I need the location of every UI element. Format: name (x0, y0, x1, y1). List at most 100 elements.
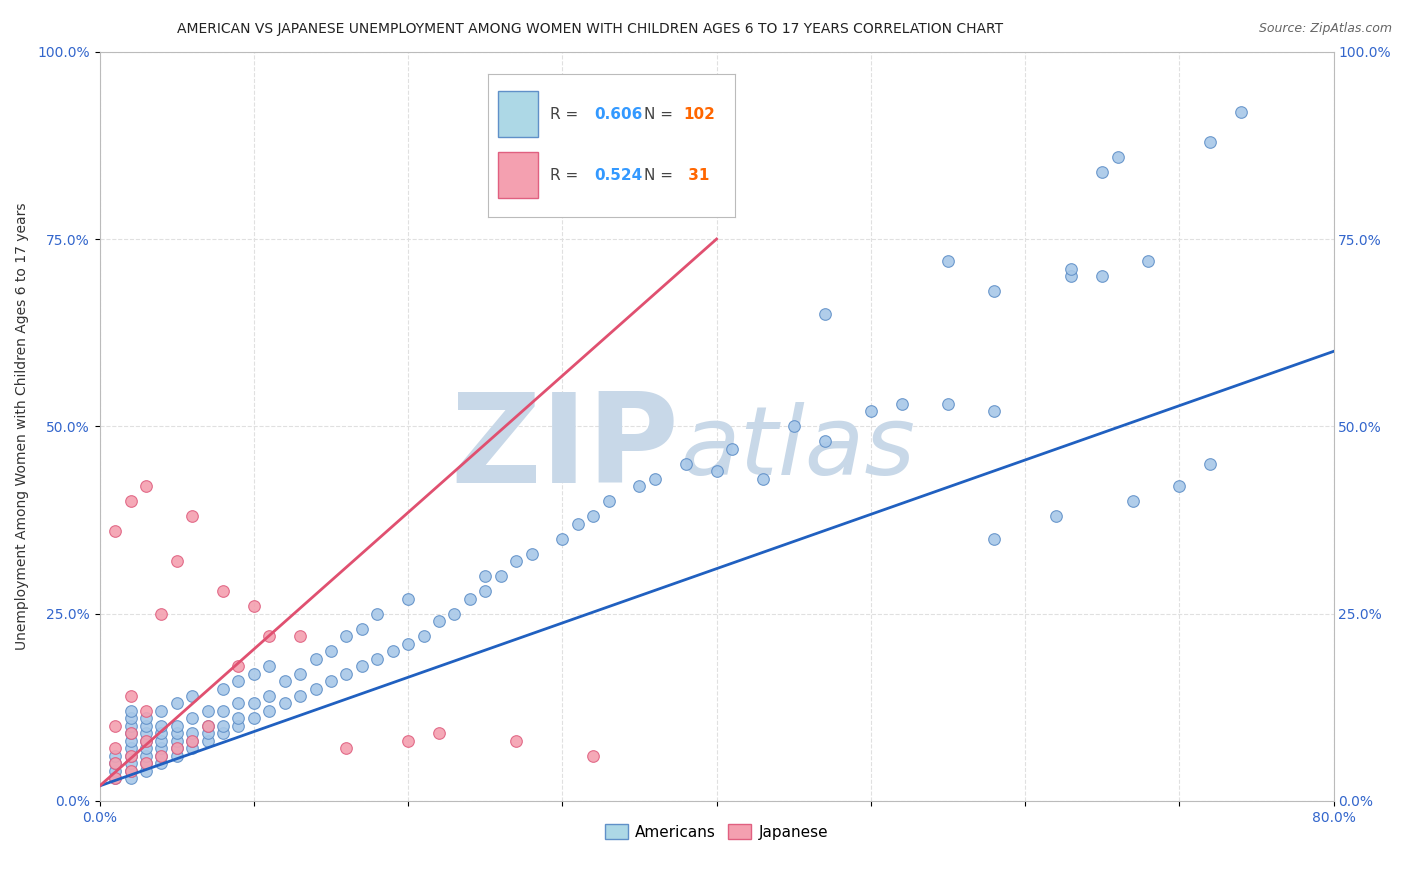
Point (166, 741, 188, 756)
Point (936, 397, 959, 411)
Point (259, 659, 281, 673)
Point (228, 673, 250, 688)
Point (135, 479, 157, 493)
Point (644, 472, 666, 486)
Point (135, 756, 157, 771)
Point (505, 554, 527, 568)
Point (197, 726, 219, 740)
Point (104, 772, 127, 786)
Point (1060, 269, 1083, 284)
Point (135, 704, 157, 718)
Point (150, 756, 173, 771)
Point (274, 697, 297, 711)
Point (135, 734, 157, 748)
Point (1168, 479, 1191, 493)
Point (721, 442, 744, 456)
Point (706, 464, 728, 478)
Point (104, 772, 127, 786)
Point (520, 547, 543, 561)
Point (181, 726, 204, 740)
Point (150, 741, 173, 756)
Point (243, 599, 266, 613)
Point (458, 591, 481, 606)
Point (135, 764, 157, 778)
Point (104, 748, 127, 763)
Point (150, 719, 173, 733)
Point (1045, 509, 1067, 524)
Point (936, 254, 959, 268)
Point (197, 734, 219, 748)
Point (243, 697, 266, 711)
Point (212, 726, 235, 740)
Point (243, 711, 266, 725)
Point (489, 569, 512, 583)
Point (120, 719, 142, 733)
Point (274, 673, 297, 688)
Point (104, 741, 127, 756)
Point (150, 607, 173, 621)
Point (1230, 104, 1253, 119)
Point (259, 629, 281, 643)
Point (259, 689, 281, 703)
Point (1137, 254, 1160, 268)
Point (288, 666, 311, 681)
Point (1122, 494, 1144, 508)
Point (166, 726, 188, 740)
Point (166, 719, 188, 733)
Point (181, 689, 204, 703)
Point (197, 719, 219, 733)
Point (304, 681, 326, 696)
Point (135, 734, 157, 748)
Point (1060, 262, 1083, 277)
Point (335, 741, 357, 756)
Point (197, 704, 219, 718)
Point (1091, 164, 1114, 178)
Point (427, 614, 450, 628)
Point (120, 764, 142, 778)
Point (228, 719, 250, 733)
Point (197, 719, 219, 733)
Point (120, 772, 142, 786)
Point (120, 689, 142, 703)
Point (1199, 135, 1222, 149)
Point (212, 719, 235, 733)
Point (212, 584, 235, 599)
Point (813, 307, 835, 321)
Point (120, 726, 142, 740)
Point (228, 711, 250, 725)
Point (582, 748, 605, 763)
Text: AMERICAN VS JAPANESE UNEMPLOYMENT AMONG WOMEN WITH CHILDREN AGES 6 TO 17 YEARS C: AMERICAN VS JAPANESE UNEMPLOYMENT AMONG … (177, 22, 1004, 37)
Point (319, 673, 342, 688)
Point (120, 704, 142, 718)
Point (135, 719, 157, 733)
Point (366, 607, 388, 621)
Point (212, 681, 235, 696)
Point (1107, 150, 1129, 164)
Point (181, 741, 204, 756)
Point (427, 726, 450, 740)
Point (551, 532, 574, 546)
Text: atlas: atlas (679, 402, 914, 495)
Point (859, 404, 882, 418)
Point (366, 651, 388, 665)
Point (104, 756, 127, 771)
Point (150, 734, 173, 748)
Point (350, 659, 373, 673)
Point (120, 741, 142, 756)
Point (396, 636, 419, 650)
Point (120, 726, 142, 740)
Point (628, 479, 651, 493)
Text: Source: ZipAtlas.com: Source: ZipAtlas.com (1258, 22, 1392, 36)
Point (166, 741, 188, 756)
Point (166, 697, 188, 711)
Point (150, 748, 173, 763)
Point (181, 711, 204, 725)
Point (135, 711, 157, 725)
Point (567, 516, 589, 531)
Y-axis label: Unemployment Among Women with Children Ages 6 to 17 years: Unemployment Among Women with Children A… (15, 202, 30, 650)
Point (150, 726, 173, 740)
Point (890, 397, 912, 411)
Point (1091, 269, 1114, 284)
Point (135, 748, 157, 763)
Point (443, 607, 465, 621)
